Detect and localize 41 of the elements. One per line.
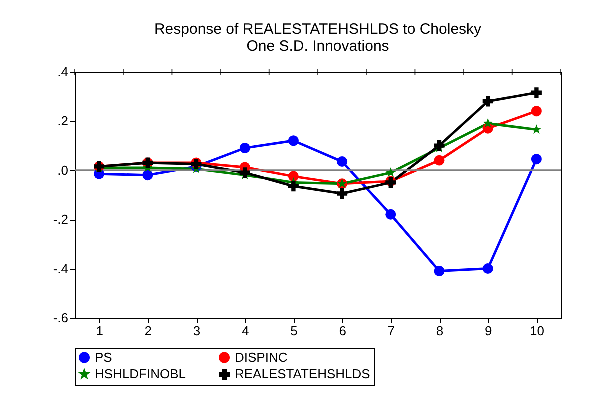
x-tick-label: 7 bbox=[388, 324, 396, 338]
chart-title: Response of REALESTATEHSHLDS to Cholesky One S.D. Innovations bbox=[154, 21, 482, 55]
point bbox=[337, 188, 348, 200]
y-tick-label: -.4 bbox=[53, 261, 68, 276]
x-tick-label: 3 bbox=[193, 324, 201, 338]
x-tick-label: 10 bbox=[530, 324, 544, 338]
y-tick-label: .2 bbox=[58, 114, 68, 129]
y-tick-label: -.6 bbox=[53, 310, 68, 326]
legend-label: HSHLDFINOBL bbox=[95, 366, 186, 382]
x-tick-label: 4 bbox=[242, 324, 250, 338]
legend-label: PS bbox=[95, 350, 113, 365]
point bbox=[434, 140, 445, 152]
legend-label: DISPINC bbox=[235, 350, 288, 365]
x-tick-label: 2 bbox=[144, 324, 152, 338]
point bbox=[386, 209, 396, 220]
point bbox=[240, 143, 250, 154]
point bbox=[531, 154, 542, 165]
point bbox=[482, 264, 494, 274]
point bbox=[482, 96, 494, 107]
point bbox=[434, 155, 445, 166]
point bbox=[531, 88, 542, 98]
point bbox=[532, 124, 542, 134]
point bbox=[288, 136, 299, 146]
x-tick-label: 9 bbox=[484, 324, 492, 338]
y-tick-label: -.2 bbox=[53, 212, 68, 228]
point bbox=[483, 118, 494, 128]
x-tick-label: 8 bbox=[436, 324, 444, 338]
point bbox=[288, 181, 299, 192]
point bbox=[142, 170, 154, 181]
y-tick-label: .4 bbox=[58, 64, 68, 80]
point bbox=[337, 156, 348, 168]
legend-label: REALESTATEHSHLDS bbox=[235, 366, 371, 382]
x-tick-label: 1 bbox=[96, 324, 104, 338]
x-tick-label: 6 bbox=[339, 324, 346, 338]
y-tick-label: .0 bbox=[58, 162, 68, 178]
point bbox=[531, 106, 542, 117]
x-tick-label: 5 bbox=[290, 324, 298, 338]
point bbox=[240, 168, 250, 178]
point bbox=[288, 171, 299, 182]
point bbox=[386, 168, 396, 178]
point bbox=[434, 266, 445, 276]
